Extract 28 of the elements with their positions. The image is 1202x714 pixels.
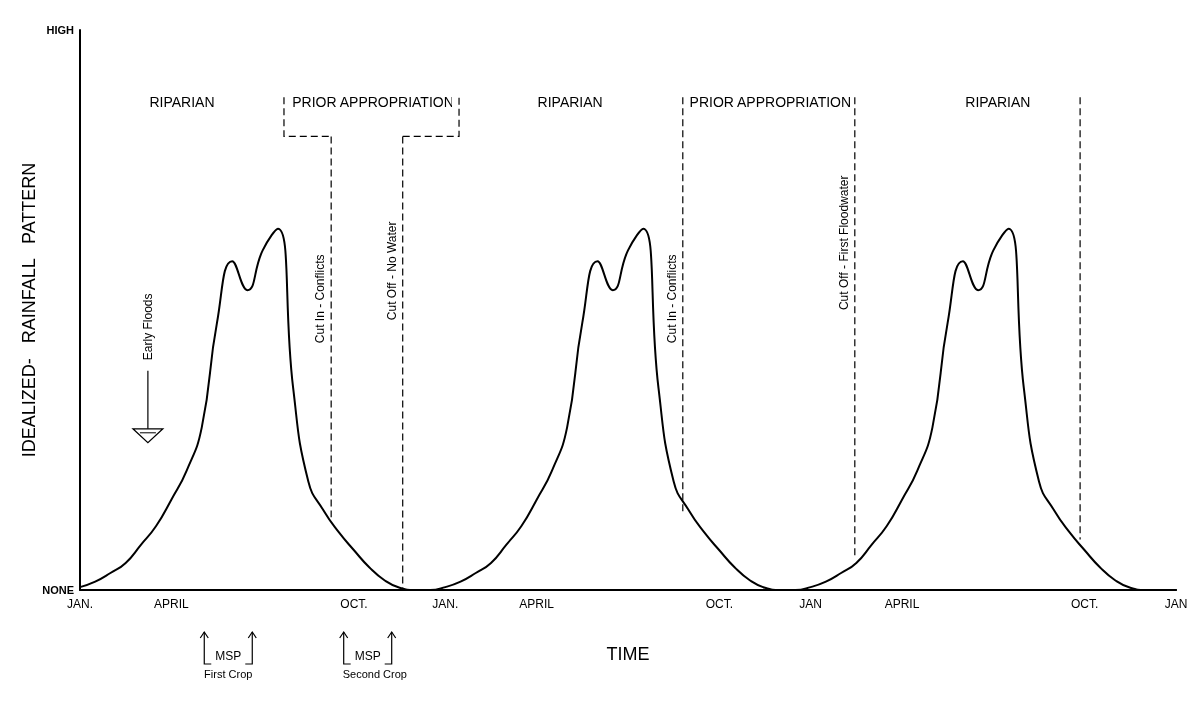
x-tick-label: OCT.	[705, 597, 734, 611]
x-tick-label: JAN	[1164, 597, 1188, 611]
text: PRIOR APPROPRIATION	[292, 94, 454, 112]
text: NONE	[42, 584, 74, 596]
text: PRIOR APPROPRIATION	[689, 94, 851, 112]
annotation: Early Floods	[140, 293, 155, 361]
x-tick-label: JAN	[799, 597, 822, 611]
annotation: Cut In - Conflicts	[664, 254, 679, 344]
text: First Crop	[203, 668, 254, 681]
text: RIPARIAN	[536, 94, 604, 112]
x-tick-label: OCT.	[1070, 597, 1099, 611]
annotation: Cut Off - First Floodwater	[836, 175, 851, 311]
text: Second Crop	[342, 668, 407, 681]
text: HIGH	[46, 24, 75, 36]
x-tick-label: APRIL	[884, 597, 920, 611]
x-tick-label: APRIL	[519, 597, 555, 611]
x-tick-label: JAN.	[66, 597, 94, 611]
x-tick-label: APRIL	[153, 597, 189, 611]
y-axis-title: IDEALIZED- RAINFALL PATTERN	[19, 162, 39, 458]
text: RIPARIAN	[964, 94, 1032, 112]
text: MSP	[215, 649, 242, 663]
annotation: Cut Off - No Water	[384, 221, 399, 321]
text: RIPARIAN	[148, 94, 216, 112]
x-axis-title: TIME	[606, 644, 650, 664]
x-tick-label: OCT.	[340, 597, 368, 611]
annotation: Cut In - Conflicts	[313, 254, 328, 344]
x-tick-label: JAN.	[432, 597, 459, 611]
text: MSP	[354, 649, 381, 663]
